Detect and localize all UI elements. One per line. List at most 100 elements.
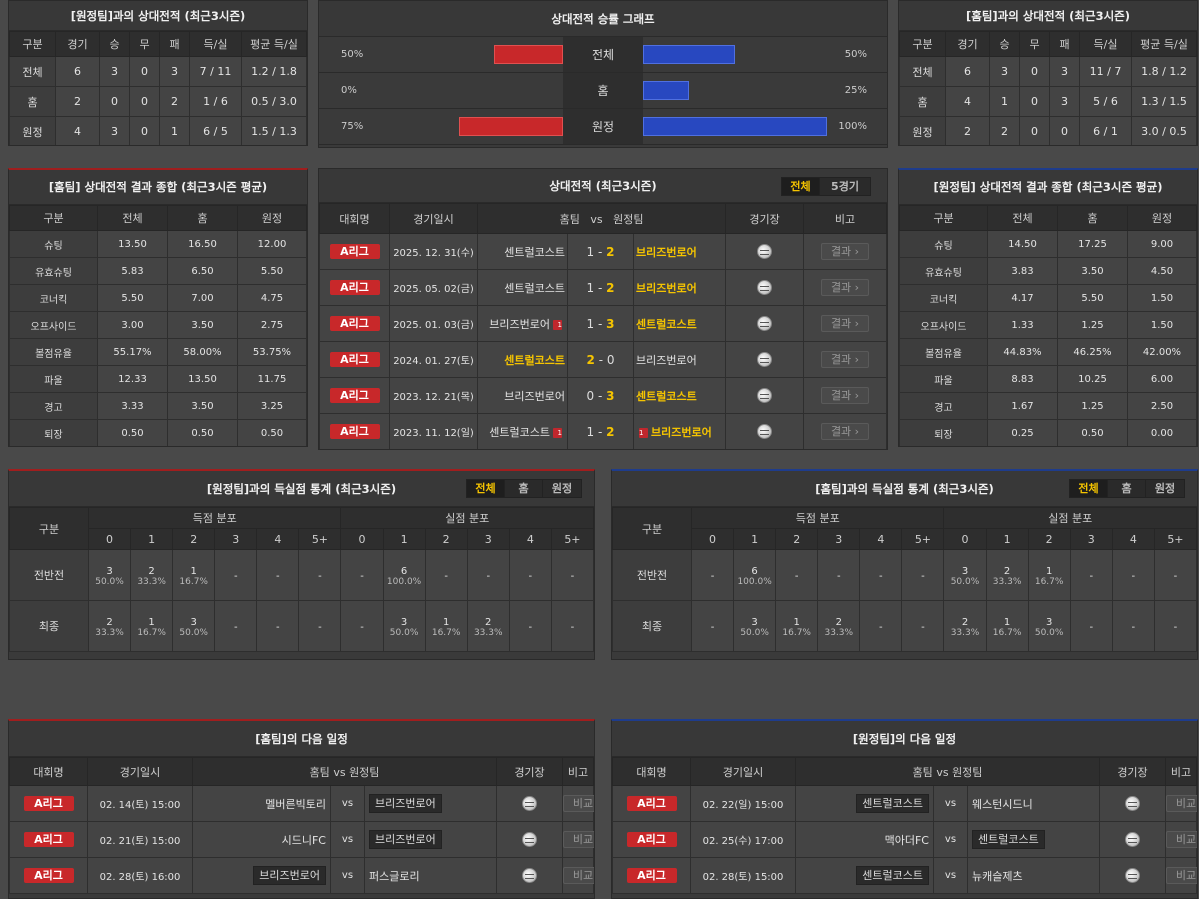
stadium-icon[interactable]: [522, 796, 537, 811]
away-team[interactable]: 뉴캐슬제츠: [972, 869, 1023, 883]
compare-button[interactable]: 비교 ›: [563, 867, 594, 884]
row-label: 최종: [612, 600, 692, 652]
goal-count: -: [276, 621, 280, 633]
tab-away[interactable]: 원정: [551, 482, 573, 495]
stadium-icon[interactable]: [757, 316, 773, 331]
away-team[interactable]: 브리즈번로어: [369, 830, 442, 849]
league-badge[interactable]: A리그: [23, 796, 74, 811]
home-team[interactable]: 시드니FC: [281, 833, 326, 847]
col-note: 비고: [562, 757, 594, 786]
compare-button[interactable]: 비교 ›: [563, 795, 594, 812]
stadium-icon[interactable]: [1125, 832, 1140, 847]
away-team[interactable]: 브리즈번로어: [636, 281, 697, 295]
away-team[interactable]: 브리즈번로어: [651, 425, 712, 439]
stadium-icon[interactable]: [522, 868, 537, 883]
result-button[interactable]: 결과 ›: [821, 351, 870, 368]
h2h-header: 패: [159, 31, 190, 57]
away-team[interactable]: 센트럴코스트: [636, 317, 697, 331]
stadium-icon[interactable]: [1125, 796, 1140, 811]
stadium-icon[interactable]: [757, 388, 773, 403]
home-team[interactable]: 브리즈번로어: [489, 317, 550, 331]
col-vs: vs: [333, 765, 346, 779]
summary-header: 구분: [9, 205, 98, 231]
away-team[interactable]: 센트럴코스트: [636, 389, 697, 403]
summary-cell: 5.50: [1057, 284, 1128, 312]
vs-label: vs: [330, 821, 365, 858]
h2h-cell: 3: [989, 56, 1020, 87]
home-team[interactable]: 멜버른빅토리: [265, 797, 326, 811]
home-team[interactable]: 센트럴코스트: [504, 353, 565, 367]
tab-home[interactable]: 홈: [1108, 480, 1146, 497]
league-cell: A리그: [319, 305, 390, 342]
league-badge[interactable]: A리그: [329, 280, 380, 295]
result-button[interactable]: 결과 ›: [821, 387, 870, 404]
away-team[interactable]: 브리즈번로어: [369, 794, 442, 813]
league-badge[interactable]: A리그: [329, 316, 380, 331]
home-summary-title: [홈팀] 상대전적 결과 종합 (최근3시즌 평균): [9, 170, 307, 205]
home-team[interactable]: 브리즈번로어: [504, 389, 565, 403]
compare-button[interactable]: 비교 ›: [1166, 867, 1197, 884]
away-team[interactable]: 퍼스글로리: [369, 869, 420, 883]
h2h-matches-panel: 상대전적 (최근3시즌) 전체 5경기 대회명 경기일시 홈팀 vs 원정팀 경…: [318, 168, 888, 450]
goal-conceded-cell: -: [340, 549, 384, 601]
summary-cell: 3.83: [987, 257, 1058, 285]
stadium-icon[interactable]: [757, 352, 773, 367]
tab-all[interactable]: 전체: [1070, 480, 1108, 497]
tab-last5[interactable]: 5경기: [831, 180, 859, 193]
away-team-cell: 센트럴코스트: [632, 305, 727, 342]
league-cell: A리그: [319, 341, 390, 378]
stadium-icon[interactable]: [1125, 868, 1140, 883]
summary-cell: 4.75: [237, 284, 307, 312]
stadium-icon[interactable]: [522, 832, 537, 847]
result-button[interactable]: 결과 ›: [821, 279, 870, 296]
away-team[interactable]: 브리즈번로어: [636, 353, 697, 367]
home-team[interactable]: 센트럴코스트: [489, 425, 550, 439]
graph-row: 50% 전체 50%: [319, 37, 887, 73]
goal-count: 2: [106, 616, 113, 628]
stadium-icon[interactable]: [757, 244, 773, 259]
col-away: 원정팀: [613, 212, 644, 226]
tab-all[interactable]: 전체: [782, 178, 820, 195]
home-team[interactable]: 맥아더FC: [884, 833, 929, 847]
summary-header: 원정: [1127, 205, 1197, 231]
home-team[interactable]: 센트럴코스트: [504, 245, 565, 259]
stadium-icon[interactable]: [757, 424, 773, 439]
compare-button[interactable]: 비교 ›: [1166, 831, 1197, 848]
note-cell: 결과 ›: [803, 305, 887, 342]
away-team[interactable]: 센트럴코스트: [972, 830, 1045, 849]
goal-count: 2: [835, 616, 842, 628]
home-team[interactable]: 센트럴코스트: [856, 866, 929, 885]
result-button[interactable]: 결과 ›: [821, 423, 870, 440]
score-cell: 1 - 3: [567, 305, 634, 342]
home-team[interactable]: 센트럴코스트: [504, 281, 565, 295]
goal-scored-cell: -: [817, 549, 861, 601]
away-team[interactable]: 브리즈번로어: [636, 245, 697, 259]
home-team[interactable]: 센트럴코스트: [856, 794, 929, 813]
tab-home[interactable]: 홈: [505, 480, 543, 497]
result-button[interactable]: 결과 ›: [821, 315, 870, 332]
tab-all[interactable]: 전체: [467, 480, 505, 497]
home-team[interactable]: 브리즈번로어: [253, 866, 326, 885]
result-button[interactable]: 결과 ›: [821, 243, 870, 260]
league-badge[interactable]: A리그: [23, 868, 74, 883]
league-badge[interactable]: A리그: [329, 424, 380, 439]
tab-away[interactable]: 원정: [1154, 482, 1176, 495]
league-badge[interactable]: A리그: [329, 388, 380, 403]
league-badge[interactable]: A리그: [626, 832, 677, 847]
home-score: 1: [586, 244, 595, 259]
goal-scored-cell: -: [901, 549, 945, 601]
h2h-cell: 3: [1049, 86, 1080, 117]
league-badge[interactable]: A리그: [626, 796, 677, 811]
stadium-icon[interactable]: [757, 280, 773, 295]
h2h-cell: 3: [99, 116, 130, 145]
league-badge[interactable]: A리그: [329, 352, 380, 367]
league-badge[interactable]: A리그: [626, 868, 677, 883]
h2h-header: 득/실: [1079, 31, 1132, 57]
compare-button[interactable]: 비교 ›: [1166, 795, 1197, 812]
row-label: 슈팅: [899, 230, 988, 258]
away-team[interactable]: 웨스턴시드니: [972, 797, 1033, 811]
league-badge[interactable]: A리그: [23, 832, 74, 847]
league-badge[interactable]: A리그: [329, 244, 380, 259]
compare-button[interactable]: 비교 ›: [563, 831, 594, 848]
